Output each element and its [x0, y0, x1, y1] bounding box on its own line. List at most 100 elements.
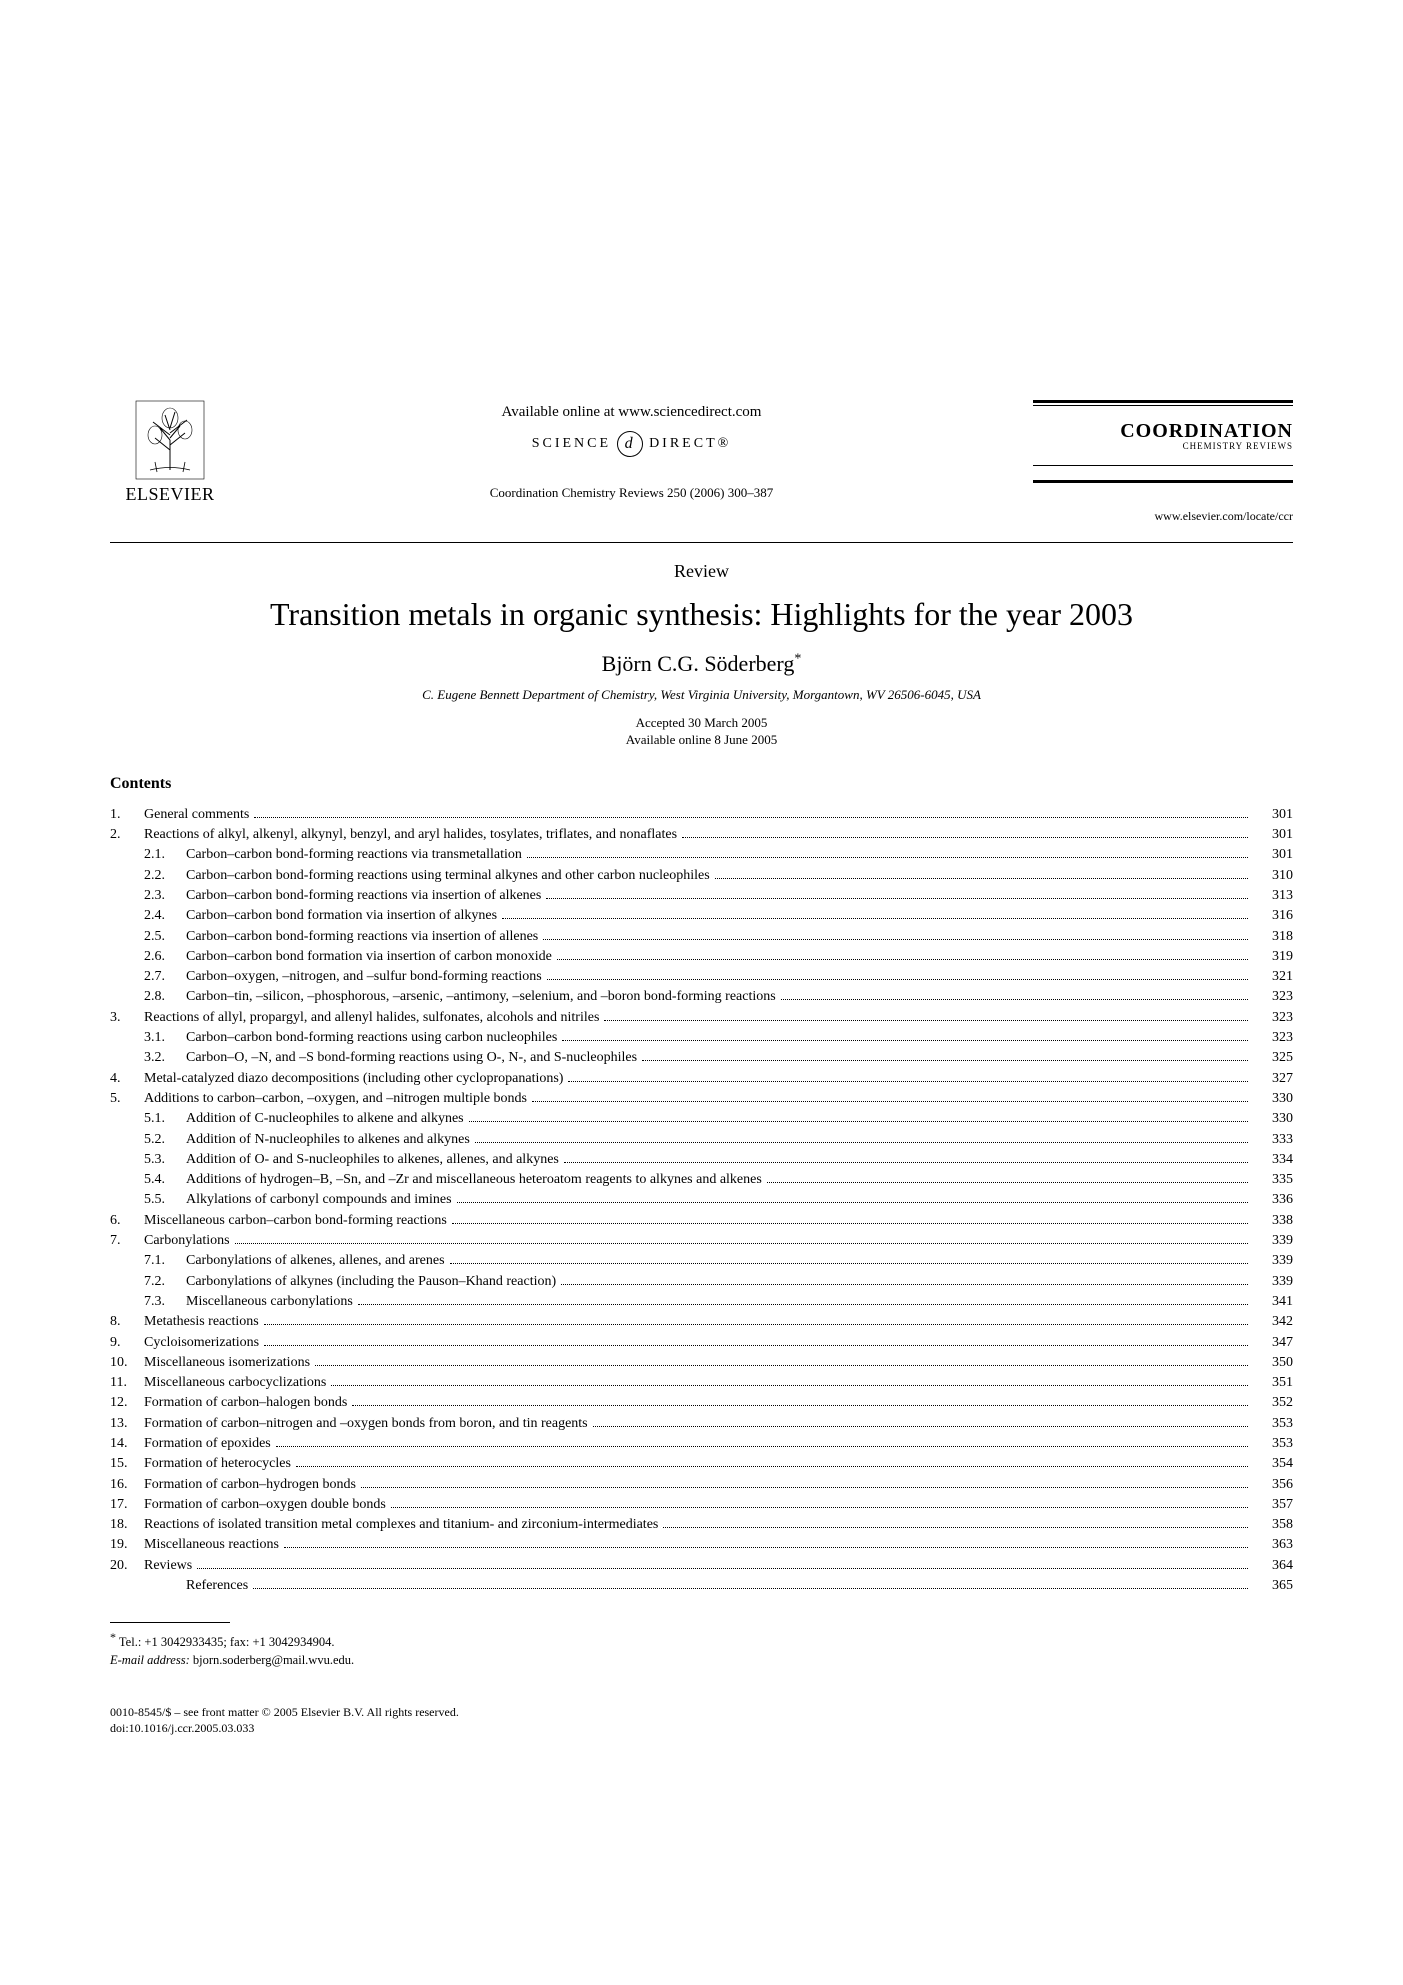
toc-leader-icon — [450, 1263, 1248, 1264]
toc-title: Carbon–carbon bond-forming reactions usi… — [186, 1028, 557, 1048]
toc-entry: 2.4.Carbon–carbon bond formation via ins… — [110, 906, 1293, 926]
toc-title: Formation of carbon–halogen bonds — [144, 1393, 347, 1413]
toc-title: Carbon–O, –N, and –S bond-forming reacti… — [186, 1048, 637, 1068]
toc-title: Miscellaneous reactions — [144, 1535, 279, 1555]
toc-entry: 12.Formation of carbon–halogen bonds352 — [110, 1393, 1293, 1413]
toc-title: Formation of carbon–nitrogen and –oxygen… — [144, 1414, 588, 1434]
toc-number: 20. — [110, 1556, 144, 1576]
toc-page: 339 — [1253, 1231, 1293, 1251]
toc-title: General comments — [144, 805, 249, 825]
toc-entry: 2.1.Carbon–carbon bond-forming reactions… — [110, 845, 1293, 865]
toc-leader-icon — [546, 898, 1248, 899]
available-online-text: Available online at www.sciencedirect.co… — [502, 404, 762, 421]
toc-page: 323 — [1253, 987, 1293, 1007]
toc-title: Formation of carbon–hydrogen bonds — [144, 1475, 356, 1495]
science-direct-logo: SCIENCE d DIRECT® — [532, 431, 732, 457]
toc-leader-icon — [391, 1507, 1248, 1508]
toc-entry: 2.8.Carbon–tin, –silicon, –phosphorous, … — [110, 987, 1293, 1007]
toc-page: 339 — [1253, 1251, 1293, 1271]
toc-entry: 9.Cycloisomerizations347 — [110, 1333, 1293, 1353]
toc-number: 7.2. — [110, 1272, 186, 1292]
toc-leader-icon — [315, 1365, 1248, 1366]
footnote-mark: * — [110, 1630, 116, 1644]
email-address: bjorn.soderberg@mail.wvu.edu. — [193, 1653, 354, 1667]
toc-entry: 3.1.Carbon–carbon bond-forming reactions… — [110, 1028, 1293, 1048]
toc-number: 12. — [110, 1393, 144, 1413]
toc-leader-icon — [557, 959, 1248, 960]
toc-number: 13. — [110, 1414, 144, 1434]
toc-title: Cycloisomerizations — [144, 1333, 259, 1353]
toc-number: 5. — [110, 1089, 144, 1109]
toc-leader-icon — [264, 1345, 1248, 1346]
toc-title: Carbon–carbon bond-forming reactions via… — [186, 845, 522, 865]
toc-title: Formation of epoxides — [144, 1434, 271, 1454]
toc-leader-icon — [715, 878, 1248, 879]
toc-page: 339 — [1253, 1272, 1293, 1292]
author-mark: * — [794, 652, 801, 667]
article-author: Björn C.G. Söderberg* — [110, 651, 1293, 677]
toc-title: Addition of O- and S-nucleophiles to alk… — [186, 1150, 559, 1170]
article-title: Transition metals in organic synthesis: … — [110, 596, 1293, 633]
toc-title: Carbon–tin, –silicon, –phosphorous, –ars… — [186, 987, 776, 1007]
toc-entry: 10.Miscellaneous isomerizations350 — [110, 1353, 1293, 1373]
toc-number: 5.2. — [110, 1130, 186, 1150]
toc-title: Reviews — [144, 1556, 192, 1576]
toc-number: 17. — [110, 1495, 144, 1515]
toc-page: 301 — [1253, 845, 1293, 865]
toc-number: 2.7. — [110, 967, 186, 987]
toc-number: 2.6. — [110, 947, 186, 967]
toc-page: 341 — [1253, 1292, 1293, 1312]
footnote-contact: * Tel.: +1 3042933435; fax: +1 304293490… — [110, 1629, 1293, 1652]
toc-number: 10. — [110, 1353, 144, 1373]
toc-leader-icon — [457, 1202, 1248, 1203]
toc-page: 330 — [1253, 1089, 1293, 1109]
toc-leader-icon — [452, 1223, 1248, 1224]
toc-leader-icon — [663, 1527, 1248, 1528]
sd-globe-icon: d — [617, 431, 643, 457]
toc-leader-icon — [276, 1446, 1248, 1447]
toc-number: 3. — [110, 1008, 144, 1028]
toc-leader-icon — [197, 1568, 1248, 1569]
toc-leader-icon — [296, 1466, 1248, 1467]
toc-leader-icon — [532, 1101, 1248, 1102]
online-date: Available online 8 June 2005 — [110, 732, 1293, 749]
toc-number: 8. — [110, 1312, 144, 1332]
toc-number: 7.1. — [110, 1251, 186, 1271]
toc-number: 9. — [110, 1333, 144, 1353]
toc-leader-icon — [235, 1243, 1248, 1244]
journal-rule-icon — [1033, 465, 1293, 466]
toc-leader-icon — [604, 1020, 1248, 1021]
toc-page: 334 — [1253, 1150, 1293, 1170]
article-dates: Accepted 30 March 2005 Available online … — [110, 715, 1293, 749]
elsevier-tree-icon — [135, 400, 205, 480]
corresponding-footnote: * Tel.: +1 3042933435; fax: +1 304293490… — [110, 1629, 1293, 1669]
toc-page: 301 — [1253, 805, 1293, 825]
toc-title: Carbon–carbon bond formation via inserti… — [186, 947, 552, 967]
document-type: Review — [110, 561, 1293, 582]
toc-leader-icon — [502, 918, 1248, 919]
toc-page: 354 — [1253, 1454, 1293, 1474]
toc-entry: 7.3.Miscellaneous carbonylations341 — [110, 1292, 1293, 1312]
toc-entry: 5.5.Alkylations of carbonyl compounds an… — [110, 1190, 1293, 1210]
toc-leader-icon — [642, 1060, 1248, 1061]
toc-number: 5.4. — [110, 1170, 186, 1190]
toc-page: 316 — [1253, 906, 1293, 926]
publisher-block: ELSEVIER — [110, 400, 230, 505]
toc-entry: 19.Miscellaneous reactions363 — [110, 1535, 1293, 1555]
toc-entry: 2.6.Carbon–carbon bond formation via ins… — [110, 947, 1293, 967]
toc-page: 327 — [1253, 1069, 1293, 1089]
table-of-contents: 1.General comments3012.Reactions of alky… — [110, 805, 1293, 1597]
toc-entry: 7.1.Carbonylations of alkenes, allenes, … — [110, 1251, 1293, 1271]
toc-page: 364 — [1253, 1556, 1293, 1576]
toc-entry: 17.Formation of carbon–oxygen double bon… — [110, 1495, 1293, 1515]
journal-rule-icon — [1033, 405, 1293, 406]
toc-title: Formation of heterocycles — [144, 1454, 291, 1474]
toc-page: 323 — [1253, 1028, 1293, 1048]
toc-entry: 3.2.Carbon–O, –N, and –S bond-forming re… — [110, 1048, 1293, 1068]
toc-leader-icon — [547, 979, 1248, 980]
toc-title: Carbon–carbon bond formation via inserti… — [186, 906, 497, 926]
toc-title: Additions of hydrogen–B, –Sn, and –Zr an… — [186, 1170, 762, 1190]
toc-number: 16. — [110, 1475, 144, 1495]
toc-title: Carbon–carbon bond-forming reactions usi… — [186, 866, 710, 886]
toc-number: 1. — [110, 805, 144, 825]
